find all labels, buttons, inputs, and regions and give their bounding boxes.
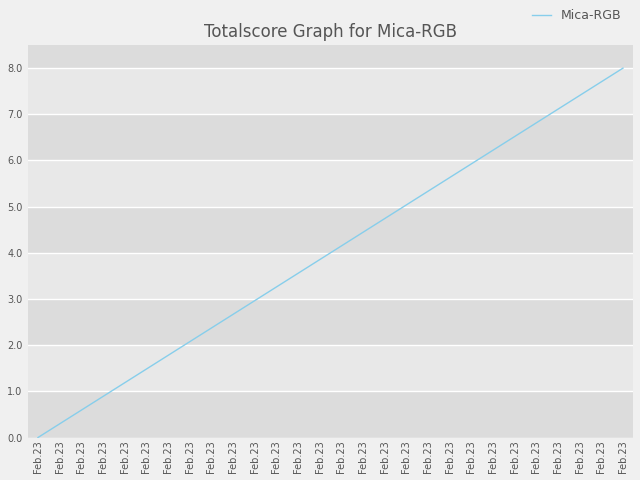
Bar [28,207,633,253]
Mica-RGB [579,91,586,96]
Mica-RGB [377,218,385,224]
Mica-RGB [438,180,445,186]
Mica-RGB [276,282,284,288]
Mica-RGB [34,435,42,441]
Line: Mica-RGB: Mica-RGB [38,68,623,438]
Title: Totalscore Graph for Mica-RGB: Totalscore Graph for Mica-RGB [204,23,457,41]
Bar [28,345,633,391]
Mica-RGB [559,104,566,109]
Mica-RGB [135,371,143,377]
Mica-RGB [599,78,607,84]
Mica-RGB [95,396,102,402]
Mica-RGB [397,205,405,211]
Mica-RGB [216,320,223,326]
Mica-RGB [458,167,465,173]
Bar [28,299,633,345]
Mica-RGB [619,65,627,71]
Bar [28,114,633,160]
Mica-RGB [175,346,183,351]
Mica-RGB [478,155,486,160]
Mica-RGB [357,231,365,237]
Bar [28,160,633,207]
Mica-RGB [74,409,82,415]
Mica-RGB [256,295,264,300]
Mica-RGB [296,269,304,275]
Legend: Mica-RGB: Mica-RGB [527,4,627,27]
Mica-RGB [518,129,526,135]
Mica-RGB [337,243,344,249]
Mica-RGB [54,422,62,428]
Bar [28,391,633,438]
Mica-RGB [498,142,506,147]
Mica-RGB [317,256,324,262]
Bar [28,68,633,114]
Mica-RGB [538,116,546,122]
Bar [28,253,633,299]
Mica-RGB [115,384,122,389]
Mica-RGB [195,333,203,338]
Mica-RGB [236,307,244,313]
Mica-RGB [155,358,163,364]
Mica-RGB [417,192,425,198]
